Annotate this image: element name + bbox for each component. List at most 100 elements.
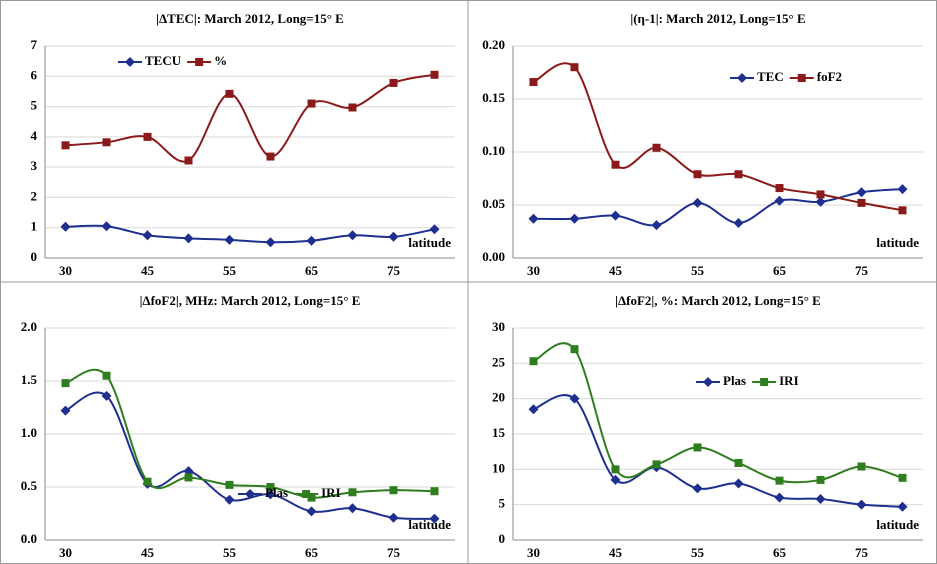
marker bbox=[102, 138, 111, 147]
marker bbox=[306, 235, 317, 246]
marker bbox=[856, 499, 867, 510]
marker bbox=[528, 404, 539, 415]
marker bbox=[348, 488, 357, 497]
marker bbox=[529, 357, 538, 366]
marker bbox=[142, 230, 153, 241]
marker bbox=[693, 170, 702, 179]
x-tick-label: 55 bbox=[223, 545, 237, 560]
marker bbox=[307, 99, 316, 108]
marker bbox=[430, 487, 439, 496]
marker bbox=[797, 74, 806, 82]
marker bbox=[760, 378, 769, 386]
chart-panel: |ΔfoF2|, MHz: March 2012, Long=15° E 0.0 0… bbox=[21, 293, 455, 560]
series-line bbox=[533, 394, 903, 508]
y-tick-label: 3 bbox=[31, 158, 38, 173]
marker bbox=[611, 465, 620, 474]
series-line bbox=[533, 62, 903, 212]
x-tick-label: 55 bbox=[223, 263, 237, 278]
x-tick-label: 75 bbox=[855, 263, 869, 278]
marker bbox=[734, 170, 743, 179]
y-tick-label: 20 bbox=[492, 390, 505, 405]
marker bbox=[570, 63, 579, 72]
y-tick-label: 15 bbox=[492, 425, 506, 440]
marker bbox=[775, 476, 784, 485]
marker bbox=[857, 198, 866, 207]
marker bbox=[692, 483, 703, 494]
marker bbox=[224, 234, 235, 245]
marker bbox=[184, 473, 193, 482]
legend-label: IRI bbox=[321, 485, 341, 500]
y-tick-label: 5 bbox=[31, 98, 38, 113]
marker bbox=[529, 78, 538, 87]
x-tick-label: 55 bbox=[691, 545, 705, 560]
marker bbox=[429, 224, 440, 235]
marker bbox=[610, 210, 621, 221]
x-tick-label: 65 bbox=[305, 263, 319, 278]
x-tick-label: 65 bbox=[773, 263, 787, 278]
annotation: latitude bbox=[408, 235, 451, 250]
y-tick-label: 5 bbox=[499, 496, 506, 511]
marker bbox=[693, 443, 702, 452]
marker bbox=[225, 89, 234, 98]
x-tick-label: 30 bbox=[59, 545, 72, 560]
y-tick-label: 30 bbox=[492, 319, 505, 334]
chart-panel: |(η-1|: March 2012, Long=15° E 0.00 0.05 0.… bbox=[482, 11, 923, 278]
series-line bbox=[65, 224, 435, 244]
marker bbox=[61, 141, 70, 150]
marker bbox=[266, 152, 275, 161]
marker bbox=[733, 478, 744, 489]
marker bbox=[101, 221, 112, 232]
marker bbox=[430, 70, 439, 79]
legend-label: % bbox=[214, 53, 227, 68]
legend-label: TECU bbox=[145, 53, 182, 68]
marker bbox=[815, 196, 826, 207]
marker bbox=[125, 57, 135, 67]
chart-title: |ΔTEC|: March 2012, Long=15° E bbox=[156, 11, 344, 26]
y-tick-label: 2.0 bbox=[21, 319, 37, 334]
marker bbox=[569, 213, 580, 224]
chart-title: |(η-1|: March 2012, Long=15° E bbox=[630, 11, 805, 26]
y-tick-label: 0.05 bbox=[482, 196, 505, 211]
legend-label: Plas bbox=[723, 373, 746, 388]
marker bbox=[307, 493, 316, 502]
x-tick-label: 75 bbox=[387, 545, 401, 560]
chart-title: |ΔfoF2|, %: March 2012, Long=15° E bbox=[615, 293, 821, 308]
marker bbox=[61, 379, 70, 388]
annotation: latitude bbox=[408, 517, 451, 532]
marker bbox=[224, 494, 235, 505]
x-tick-label: 75 bbox=[387, 263, 401, 278]
marker bbox=[816, 190, 825, 199]
marker bbox=[143, 132, 152, 141]
legend-label: IRI bbox=[779, 373, 799, 388]
marker bbox=[733, 218, 744, 229]
annotation: latitude bbox=[876, 235, 919, 250]
marker bbox=[429, 513, 440, 524]
y-tick-label: 6 bbox=[31, 67, 38, 82]
marker bbox=[815, 494, 826, 505]
x-tick-label: 75 bbox=[855, 545, 869, 560]
marker bbox=[737, 73, 747, 83]
y-tick-label: 7 bbox=[31, 37, 38, 52]
y-tick-label: 0.15 bbox=[482, 90, 505, 105]
marker bbox=[102, 371, 111, 380]
marker bbox=[898, 473, 907, 482]
marker bbox=[306, 506, 317, 517]
marker bbox=[302, 490, 311, 498]
marker bbox=[857, 462, 866, 471]
x-tick-label: 55 bbox=[691, 263, 705, 278]
marker bbox=[265, 237, 276, 248]
marker bbox=[143, 477, 152, 486]
series-line bbox=[65, 391, 435, 520]
y-tick-label: 0 bbox=[499, 531, 506, 546]
marker bbox=[225, 480, 234, 489]
y-tick-label: 10 bbox=[492, 460, 505, 475]
legend-label: foF2 bbox=[817, 69, 842, 84]
y-tick-label: 1.5 bbox=[21, 372, 38, 387]
legend-label: Plas bbox=[265, 485, 288, 500]
marker bbox=[652, 460, 661, 469]
marker bbox=[774, 492, 785, 503]
x-tick-label: 30 bbox=[527, 545, 540, 560]
marker bbox=[528, 213, 539, 224]
y-tick-label: 4 bbox=[31, 128, 38, 143]
